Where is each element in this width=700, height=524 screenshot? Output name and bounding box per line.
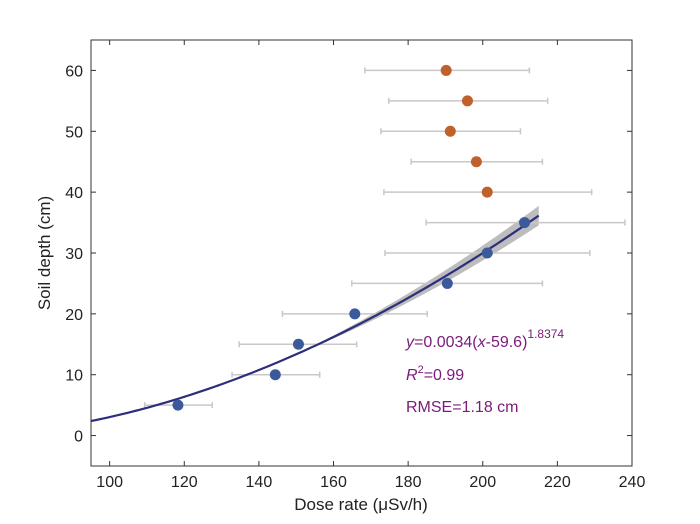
y-tick-label: 20 (65, 307, 83, 324)
x-tick-label: 120 (171, 474, 198, 491)
data-point-orange (470, 156, 482, 168)
x-tick-label: 140 (246, 474, 273, 491)
y-axis-label: Soil depth (cm) (35, 196, 54, 310)
data-point-blue (481, 247, 493, 259)
fit-equation: y=0.0034(x-59.6)1.8374 (405, 327, 564, 351)
x-tick-label: 200 (469, 474, 496, 491)
data-point-orange (461, 95, 473, 107)
data-point-blue (172, 399, 184, 411)
y-tick-label: 40 (65, 185, 83, 202)
data-point-orange (481, 186, 493, 198)
x-tick-label: 220 (544, 474, 571, 491)
data-point-blue (441, 277, 453, 289)
x-tick-label: 160 (320, 474, 347, 491)
y-tick-label: 50 (65, 124, 83, 141)
rmse: RMSE=1.18 cm (406, 399, 518, 416)
x-tick-label: 240 (619, 474, 646, 491)
data-point-blue (269, 369, 281, 381)
y-tick-label: 0 (74, 429, 83, 446)
data-point-blue (292, 338, 304, 350)
data-point-orange (440, 64, 452, 76)
data-point-blue (519, 217, 531, 229)
x-axis-label: Dose rate (μSv/h) (294, 495, 428, 514)
x-tick-label: 180 (395, 474, 422, 491)
r-squared: R2=0.99 (406, 364, 464, 384)
y-tick-label: 30 (65, 246, 83, 263)
data-point-blue (349, 308, 361, 320)
y-tick-label: 60 (65, 63, 83, 80)
x-tick-label: 100 (96, 474, 123, 491)
fit-curve (91, 214, 540, 423)
y-tick-label: 10 (65, 368, 83, 385)
data-point-orange (444, 125, 456, 137)
